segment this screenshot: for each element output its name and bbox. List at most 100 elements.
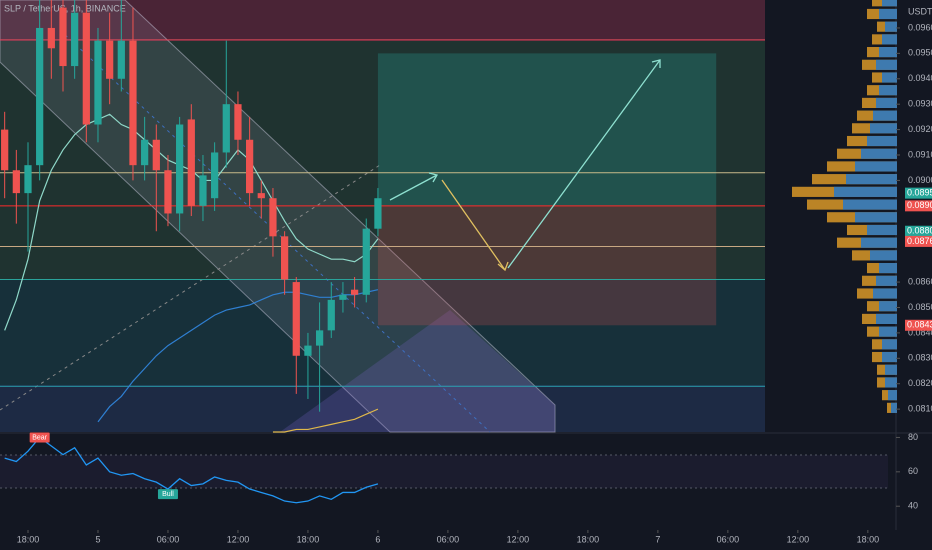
candle-body <box>257 193 265 199</box>
x-tick-label: 06:00 <box>437 534 460 544</box>
candle-body <box>1 129 9 171</box>
candle-body <box>280 236 289 280</box>
x-tick-label: 5 <box>95 534 100 544</box>
candle-body <box>24 165 32 194</box>
volume-bar-inner <box>876 97 897 108</box>
rsi-label-box <box>157 489 178 500</box>
candle-body <box>36 27 44 166</box>
volume-bar-inner <box>855 161 897 172</box>
channel-zone <box>280 310 555 432</box>
target-zone <box>377 53 717 206</box>
zone-bottom <box>0 385 765 432</box>
channel <box>0 0 556 433</box>
zone-mid <box>0 41 765 280</box>
candle-body <box>269 198 277 237</box>
x-tick-label: 18:00 <box>857 534 880 544</box>
axis-unit: USDT <box>908 6 932 16</box>
volume-bar-inner <box>882 72 897 83</box>
price-tag-label: 0.0876 <box>907 236 932 246</box>
volume-bar-inner <box>876 275 897 286</box>
volume-bar-inner <box>882 351 897 363</box>
volume-bar-inner <box>885 21 897 32</box>
volume-bar-inner <box>846 174 897 185</box>
stop-zone <box>377 205 717 326</box>
volume-bar-inner <box>870 123 897 134</box>
volume-bar-inner <box>867 135 897 147</box>
volume-bar-inner <box>876 313 897 324</box>
candle-body <box>362 228 370 295</box>
rsi-label: Bear <box>32 434 47 441</box>
volume-bar-inner <box>867 224 897 236</box>
volume-bar-inner <box>879 301 897 312</box>
rsi-pane <box>0 434 888 530</box>
volume-bar-inner <box>873 110 897 121</box>
arrow <box>507 59 661 269</box>
candle-body <box>82 12 90 125</box>
moving-average <box>272 408 379 433</box>
volume-bar-inner <box>891 402 897 413</box>
volume-bar-inner <box>882 339 897 350</box>
candle-body <box>152 139 160 171</box>
candle-body <box>211 152 219 199</box>
volume-bar-inner <box>888 390 897 401</box>
volume-bar-inner <box>873 288 897 299</box>
candle-body <box>234 104 242 140</box>
volume-bar-inner <box>843 199 897 210</box>
candle-body <box>106 40 114 79</box>
candle-body <box>315 330 324 346</box>
x-tick-label: 7 <box>655 534 660 544</box>
price-tag <box>905 319 932 331</box>
candle-body <box>176 124 184 214</box>
rsi-tick-label: 40 <box>908 501 918 511</box>
arrow <box>441 179 506 271</box>
rsi-label-box <box>29 432 50 443</box>
trend-line <box>0 164 381 411</box>
candle-body <box>71 12 79 67</box>
candle-body <box>374 198 382 229</box>
zone-low <box>0 280 765 385</box>
candle-body <box>141 139 149 166</box>
candle-body <box>12 170 20 194</box>
candle-body <box>222 104 230 153</box>
volume-bar-inner <box>834 186 897 197</box>
candle-body <box>117 40 125 79</box>
price-tag <box>905 200 932 212</box>
candle-body <box>350 289 359 295</box>
price-tag <box>905 235 932 247</box>
volume-bar-inner <box>885 377 897 388</box>
arrow-head <box>497 261 509 272</box>
price-tag-label: 0.0880 <box>907 226 932 236</box>
volume-bar-inner <box>855 212 897 223</box>
volume-bar-inner <box>861 148 897 159</box>
rsi-label: Bull <box>162 491 174 498</box>
candle-body <box>292 282 300 356</box>
volume-bar-inner <box>870 250 897 261</box>
candle-body <box>246 139 254 194</box>
candle-body <box>339 294 347 300</box>
zone-top <box>0 0 765 41</box>
rsi-tick-label: 80 <box>908 432 918 442</box>
volume-bar-inner <box>879 8 897 20</box>
x-tick-label: 12:00 <box>507 534 530 544</box>
x-tick-label: 06:00 <box>717 534 740 544</box>
price-tag <box>905 225 932 237</box>
x-tick-label: 18:00 <box>297 534 320 544</box>
candle-body <box>94 40 102 125</box>
volume-bar-inner <box>882 34 897 45</box>
x-tick-label: 12:00 <box>787 534 810 544</box>
candle-body <box>129 40 137 166</box>
x-tick-label: 18:00 <box>17 534 40 544</box>
time-axis <box>0 530 932 550</box>
